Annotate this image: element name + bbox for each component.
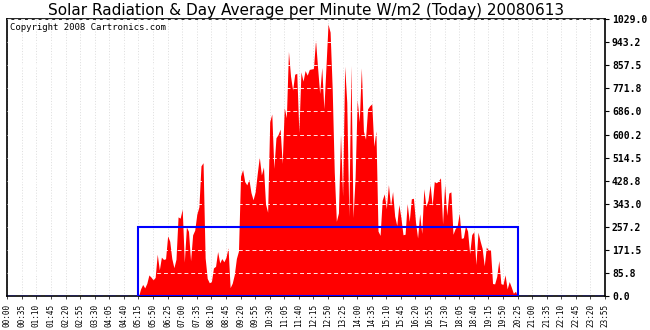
Text: Copyright 2008 Cartronics.com: Copyright 2008 Cartronics.com [10,23,166,32]
Title: Solar Radiation & Day Average per Minute W/m2 (Today) 20080613: Solar Radiation & Day Average per Minute… [48,3,564,18]
Bar [138,227,517,296]
